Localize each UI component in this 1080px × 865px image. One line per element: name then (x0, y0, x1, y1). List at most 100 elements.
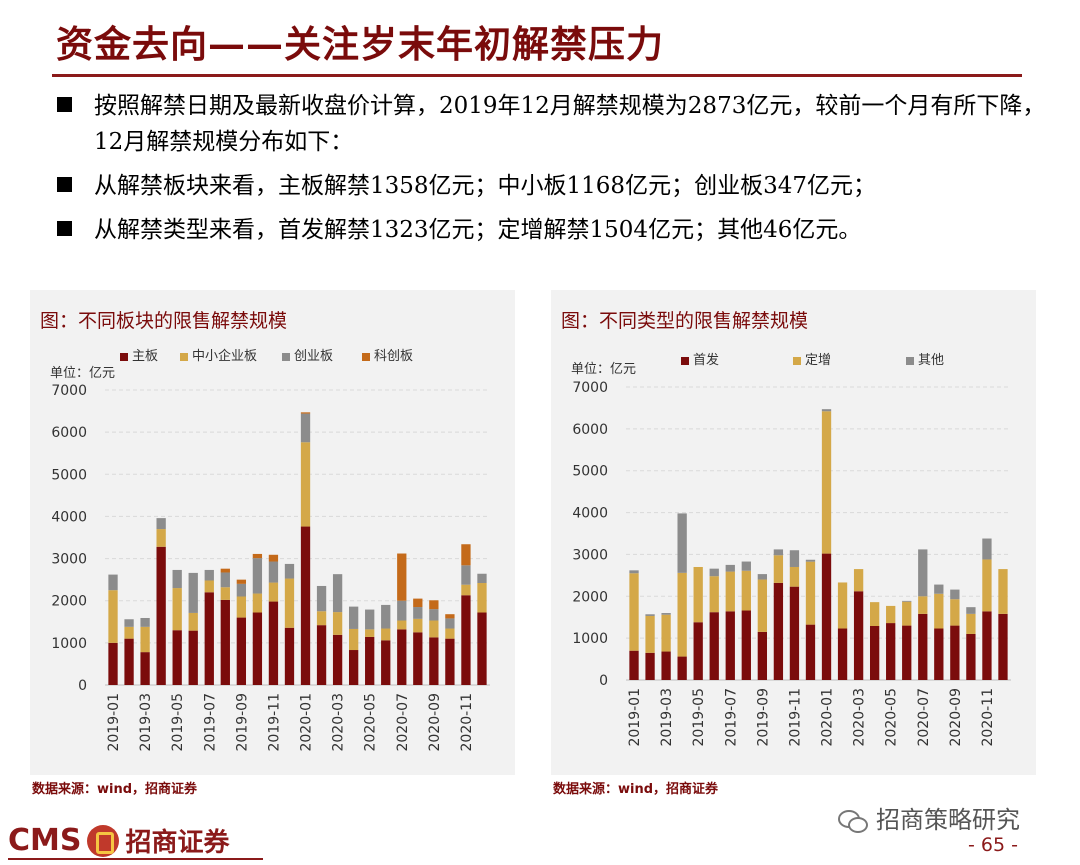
type-chart-panel: 图：不同类型的限售解禁规模 首发 定增 其他 单位：亿元 0 1000 2000 3000… (551, 290, 1036, 775)
brand-cms-text: CMS (8, 823, 82, 858)
bar-segment (300, 413, 311, 443)
bar-segment (461, 595, 471, 685)
square-bullet-icon (57, 97, 72, 112)
x-tick-label: 2020-01 (820, 688, 836, 747)
bullet-text: 从解禁类型来看，首发解禁1323亿元；定增解禁1504亿元；其他46亿元。 (94, 217, 862, 243)
bar-segment (741, 610, 751, 680)
bar-segment (124, 638, 134, 685)
bar-segment (821, 409, 832, 412)
bar-segment (886, 605, 896, 624)
bar-segment (348, 606, 359, 629)
bar-segment (918, 549, 928, 597)
bar-segment (998, 569, 1008, 614)
bar-segment (629, 650, 639, 680)
bar-segment (661, 613, 671, 615)
legend-swatch (681, 356, 689, 365)
page-number: - 65 - (968, 834, 1018, 856)
bar-segment (108, 574, 118, 591)
bar-segment (725, 564, 735, 572)
bar-segment (348, 628, 359, 651)
bar-segment (709, 568, 719, 577)
bar-segment (413, 607, 423, 619)
bar-segment (413, 598, 423, 608)
bar-segment (236, 579, 247, 584)
bar-segment (429, 609, 439, 621)
unit-label: 单位：亿元 (50, 366, 116, 381)
square-bullet-icon (57, 177, 72, 192)
bar-segment (236, 617, 247, 685)
bullet-item: 从解禁板块来看，主板解禁1358亿元；中小板1168亿元；创业板347亿元； (56, 168, 1071, 204)
bar-segment (348, 650, 359, 685)
x-tick-label: 2019-05 (170, 693, 186, 752)
type-bar-chart: 0 1000 2000 3000 4000 5000 6000 7000 2019-01 2019… (572, 380, 1011, 747)
board-chart-panel: 图：不同板块的限售解禁规模 主板 中小企业板 创业板 科创板 单位：亿元 0 1000 2… (30, 290, 515, 775)
bar-segment (204, 592, 214, 685)
bar-segment (252, 558, 263, 594)
brand-name: 招商证券 (125, 828, 230, 858)
bar-segment (397, 600, 407, 621)
bar-segment (397, 620, 407, 630)
bar-segment (429, 637, 439, 685)
y-tick-label: 5000 (572, 464, 608, 480)
bar-segment (365, 629, 375, 637)
x-tick-label: 2019-11 (787, 688, 803, 747)
bar-segment (252, 612, 263, 685)
bar-segment (773, 582, 784, 680)
x-tick-label: 2020-03 (852, 688, 868, 747)
y-tick-label: 6000 (572, 422, 608, 438)
bar-segment (332, 574, 343, 613)
y-tick-label: 1000 (572, 631, 608, 647)
wechat-account-name: 招商策略研究 (876, 806, 1020, 834)
bar-segment (709, 612, 719, 680)
bar-segment (869, 626, 880, 680)
bar-segment (982, 538, 992, 560)
bar-segment (629, 573, 639, 651)
bar-segment (397, 553, 407, 601)
bar-segment (853, 591, 864, 680)
bar-segment (629, 570, 639, 574)
brand-logo: CMS 招商证券 (8, 822, 230, 860)
legend-item: 中小企业板 (180, 345, 257, 364)
legend-item: 其他 (906, 349, 944, 368)
chart-title: 图：不同类型的限售解禁规模 (561, 310, 809, 332)
bar-segment (853, 569, 864, 592)
bar-segment (220, 568, 230, 573)
page-title: 资金去向——关注岁末年初解禁压力 (56, 22, 664, 66)
legend-item: 主板 (120, 345, 158, 364)
legend-item: 定增 (793, 349, 831, 368)
bar-segment (108, 642, 118, 685)
x-tick-label: 2020-07 (916, 688, 932, 747)
wechat-icon (838, 810, 868, 833)
bar-segment (725, 571, 735, 612)
board-bar-chart: 0 1000 2000 3000 4000 5000 6000 7000 2019-01 2019… (51, 383, 490, 752)
x-tick-label: 2020-11 (980, 688, 996, 747)
y-tick-label: 4000 (572, 506, 608, 522)
bar-segment (204, 569, 214, 581)
bar-segment (284, 563, 295, 579)
y-tick-label: 1000 (51, 636, 87, 652)
x-tick-label: 2019-01 (106, 693, 122, 752)
bar-segment (998, 613, 1008, 680)
chart-title: 图：不同板块的限售解禁规模 (40, 310, 288, 332)
x-tick-label: 2020-09 (948, 688, 964, 747)
bullet-item: 从解禁类型来看，首发解禁1323亿元；定增解禁1504亿元；其他46亿元。 (56, 212, 1071, 248)
legend-swatch (180, 352, 188, 361)
bar-segment (108, 590, 118, 643)
bar-segment (220, 587, 230, 600)
bar-segment (140, 626, 150, 653)
bar-segment (365, 609, 375, 630)
y-tick-label: 3000 (51, 552, 87, 568)
bar-segment (381, 628, 391, 641)
bar-segment (693, 622, 703, 680)
bar-segment (934, 584, 944, 594)
bar-segment (268, 561, 279, 583)
bar-segment (156, 518, 166, 530)
x-tick-label: 2019-11 (266, 693, 282, 752)
bar-segment (918, 596, 928, 614)
bullet-text: 按照解禁日期及最新收盘价计算，2019年12月解禁规模为2873亿元，较前一个月… (94, 93, 1046, 155)
legend-item: 首发 (681, 349, 719, 368)
x-tick-label: 2019-09 (234, 693, 250, 752)
x-tick-label: 2020-07 (395, 693, 411, 752)
bar-segment (677, 513, 687, 573)
legend-label: 定增 (805, 353, 832, 368)
